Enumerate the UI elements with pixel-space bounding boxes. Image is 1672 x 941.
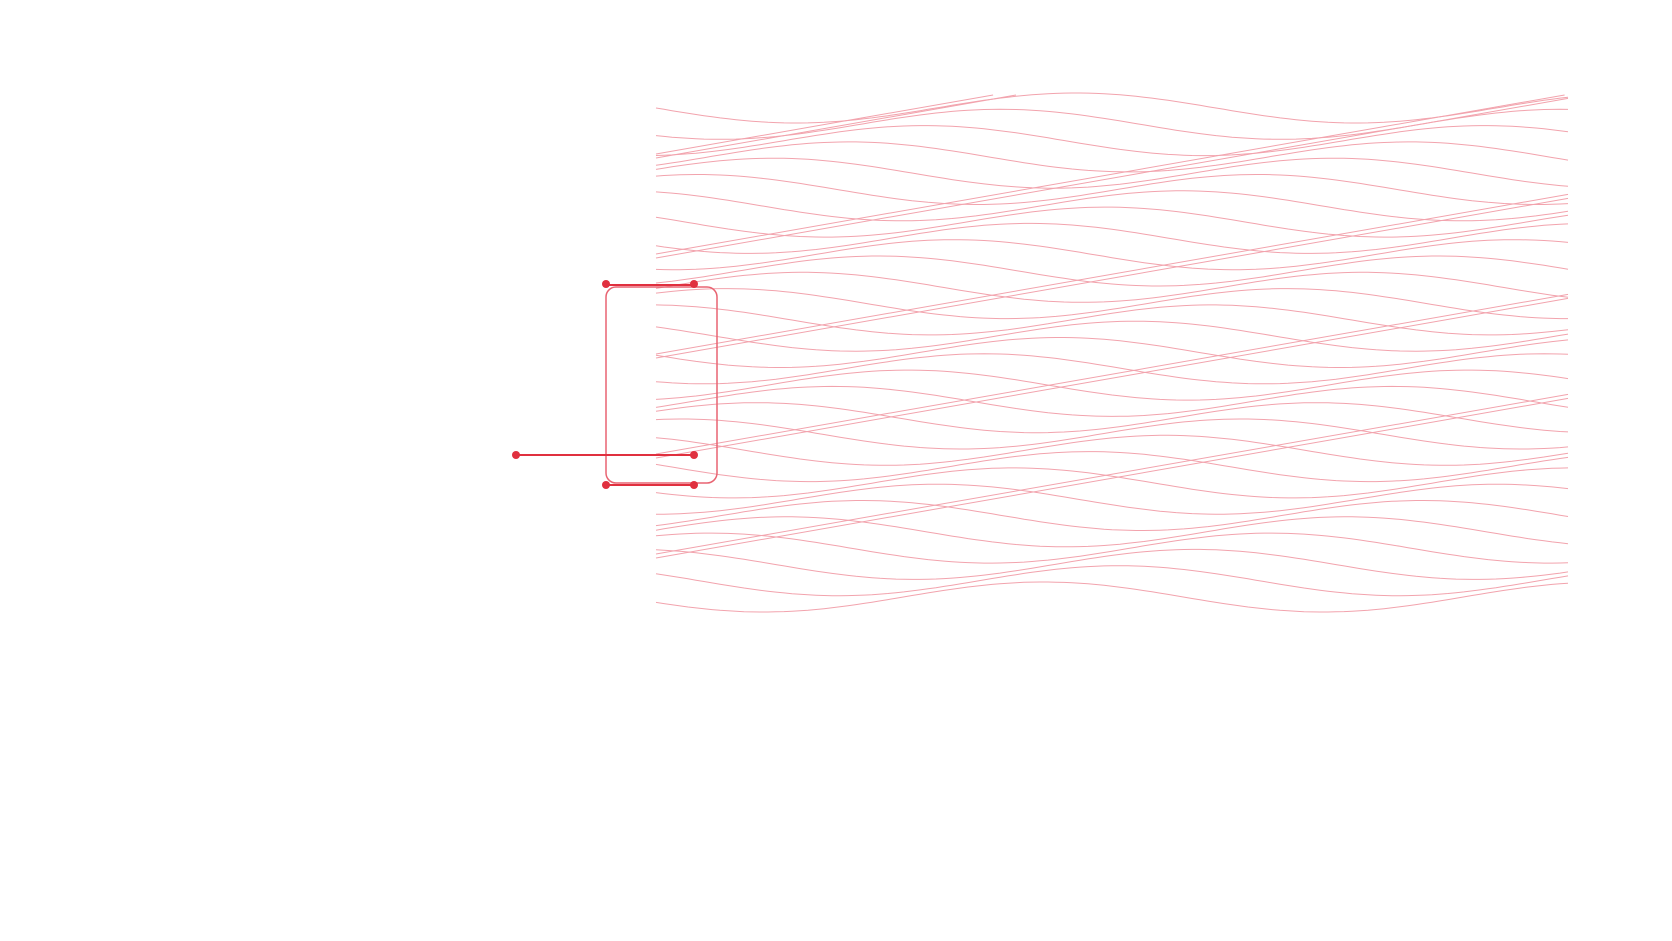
handle-point[interactable]: [602, 481, 610, 489]
wave-line: [655, 353, 1569, 385]
wave-line: [655, 190, 1569, 222]
wave-line: [655, 125, 1569, 157]
wave-line: [655, 451, 1569, 483]
wave-line: [655, 94, 1565, 255]
wave-line: [655, 402, 1569, 434]
wave-line: [655, 141, 1569, 173]
wave-line: [655, 297, 1569, 459]
wave-line: [655, 304, 1569, 336]
handle-point[interactable]: [690, 280, 698, 288]
wave-line: [655, 174, 1569, 205]
wave-line: [655, 434, 1569, 466]
wave-lines: [655, 92, 1569, 613]
wave-line: [655, 516, 1569, 548]
wave-line: [655, 271, 1569, 303]
wave-line: [655, 94, 1017, 159]
wave-line: [655, 94, 994, 155]
wave-line: [655, 581, 1569, 613]
wave-line: [655, 206, 1569, 238]
handle-point[interactable]: [690, 481, 698, 489]
wave-line: [655, 397, 1569, 559]
wave-line: [655, 193, 1569, 355]
wave-line: [655, 197, 1569, 359]
selection-frame: [605, 286, 718, 484]
wave-line: [655, 108, 1569, 140]
wave-line: [655, 293, 1569, 455]
wave-line: [655, 97, 1569, 259]
wave-line: [655, 222, 1569, 254]
wave-line: [655, 565, 1569, 597]
wave-line: [655, 532, 1569, 564]
wave-line: [655, 369, 1569, 401]
handle-point[interactable]: [690, 451, 698, 459]
wave-line: [655, 92, 1569, 124]
wave-line: [655, 255, 1569, 287]
handle-point[interactable]: [602, 280, 610, 288]
wave-line: [655, 467, 1569, 499]
wave-line: [655, 288, 1568, 320]
wave-line: [655, 393, 1569, 555]
wave-line: [655, 385, 1569, 417]
wave-line: [655, 337, 1569, 368]
wave-line: [656, 483, 1569, 515]
wave-line: [655, 239, 1569, 271]
wave-line: [655, 157, 1569, 189]
wave-line: [655, 500, 1569, 531]
wave-line: [655, 548, 1569, 580]
wave-line: [655, 320, 1569, 352]
handle-point[interactable]: [512, 451, 520, 459]
